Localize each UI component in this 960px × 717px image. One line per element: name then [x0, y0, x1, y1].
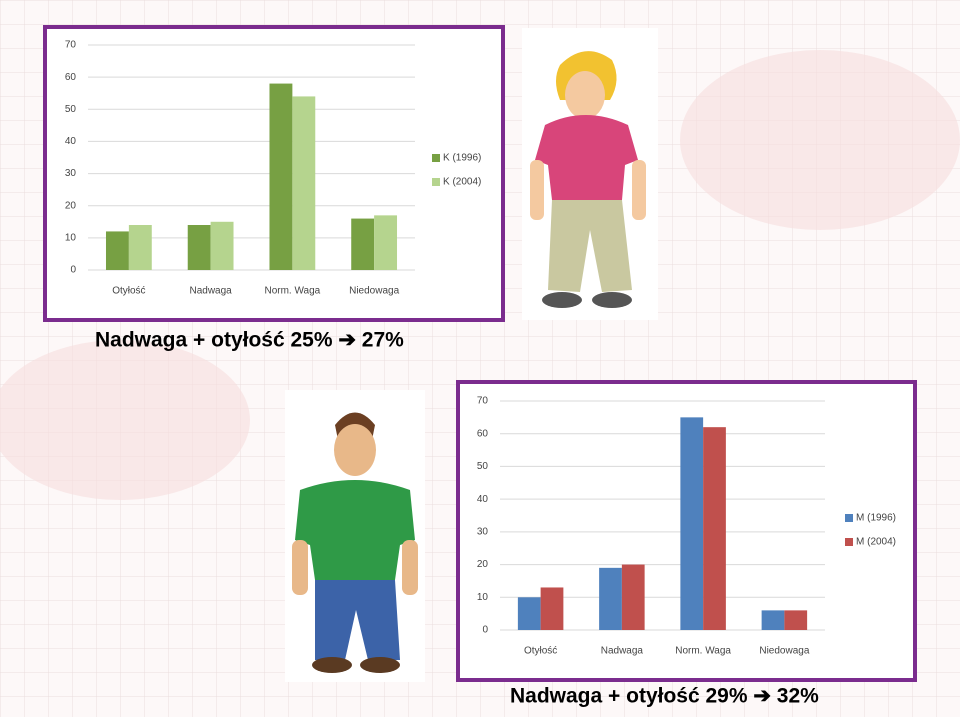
y-tick-label: 30: [65, 168, 77, 179]
bar: [128, 225, 152, 270]
bar: [351, 218, 375, 270]
x-tick-label: Niedowaga: [349, 286, 399, 297]
bar: [703, 427, 726, 630]
decoration: [680, 50, 960, 230]
caption: Nadwaga + otyłość 29% ➔ 32%: [510, 685, 819, 708]
legend-label: M (2004): [856, 537, 896, 548]
y-tick-label: 40: [477, 494, 489, 505]
bar: [105, 231, 129, 270]
x-tick-label: Otyłość: [112, 286, 145, 297]
legend-label: K (1996): [443, 153, 481, 164]
legend-label: M (1996): [856, 513, 896, 524]
legend-swatch: [432, 178, 440, 186]
y-tick-label: 0: [70, 265, 76, 276]
bar: [374, 215, 398, 270]
x-tick-label: Norm. Waga: [264, 286, 320, 297]
x-tick-label: Nadwaga: [189, 286, 232, 297]
y-tick-label: 70: [65, 40, 77, 51]
y-tick-label: 0: [482, 625, 488, 636]
man-illustration: [285, 390, 425, 682]
bar: [784, 610, 808, 630]
y-tick-label: 60: [65, 72, 77, 83]
x-tick-label: Otyłość: [524, 646, 557, 657]
y-tick-label: 20: [477, 559, 489, 570]
y-tick-label: 40: [65, 136, 77, 147]
x-tick-label: Niedowaga: [759, 646, 809, 657]
y-tick-label: 10: [65, 232, 77, 243]
y-tick-label: 20: [65, 200, 77, 211]
bar: [269, 83, 293, 270]
x-tick-label: Norm. Waga: [675, 646, 731, 657]
legend-label: K (2004): [443, 177, 481, 188]
legend-swatch: [845, 514, 853, 522]
y-tick-label: 60: [477, 428, 489, 439]
bar: [599, 567, 622, 630]
bar: [187, 225, 211, 270]
bar: [680, 417, 704, 630]
bar: [210, 221, 234, 270]
woman-illustration: [522, 28, 658, 320]
bar: [292, 96, 316, 270]
legend-swatch: [845, 538, 853, 546]
bar: [761, 610, 785, 630]
x-tick-label: Nadwaga: [601, 646, 644, 657]
y-tick-label: 10: [477, 592, 489, 603]
decoration: [0, 340, 250, 500]
y-tick-label: 50: [65, 104, 77, 115]
bar: [517, 597, 541, 630]
bar: [621, 564, 645, 630]
y-tick-label: 30: [477, 526, 489, 537]
legend-swatch: [432, 154, 440, 162]
y-tick-label: 50: [477, 461, 489, 472]
y-tick-label: 70: [477, 396, 489, 407]
caption: Nadwaga + otyłość 25% ➔ 27%: [95, 329, 404, 352]
bar: [540, 587, 564, 630]
